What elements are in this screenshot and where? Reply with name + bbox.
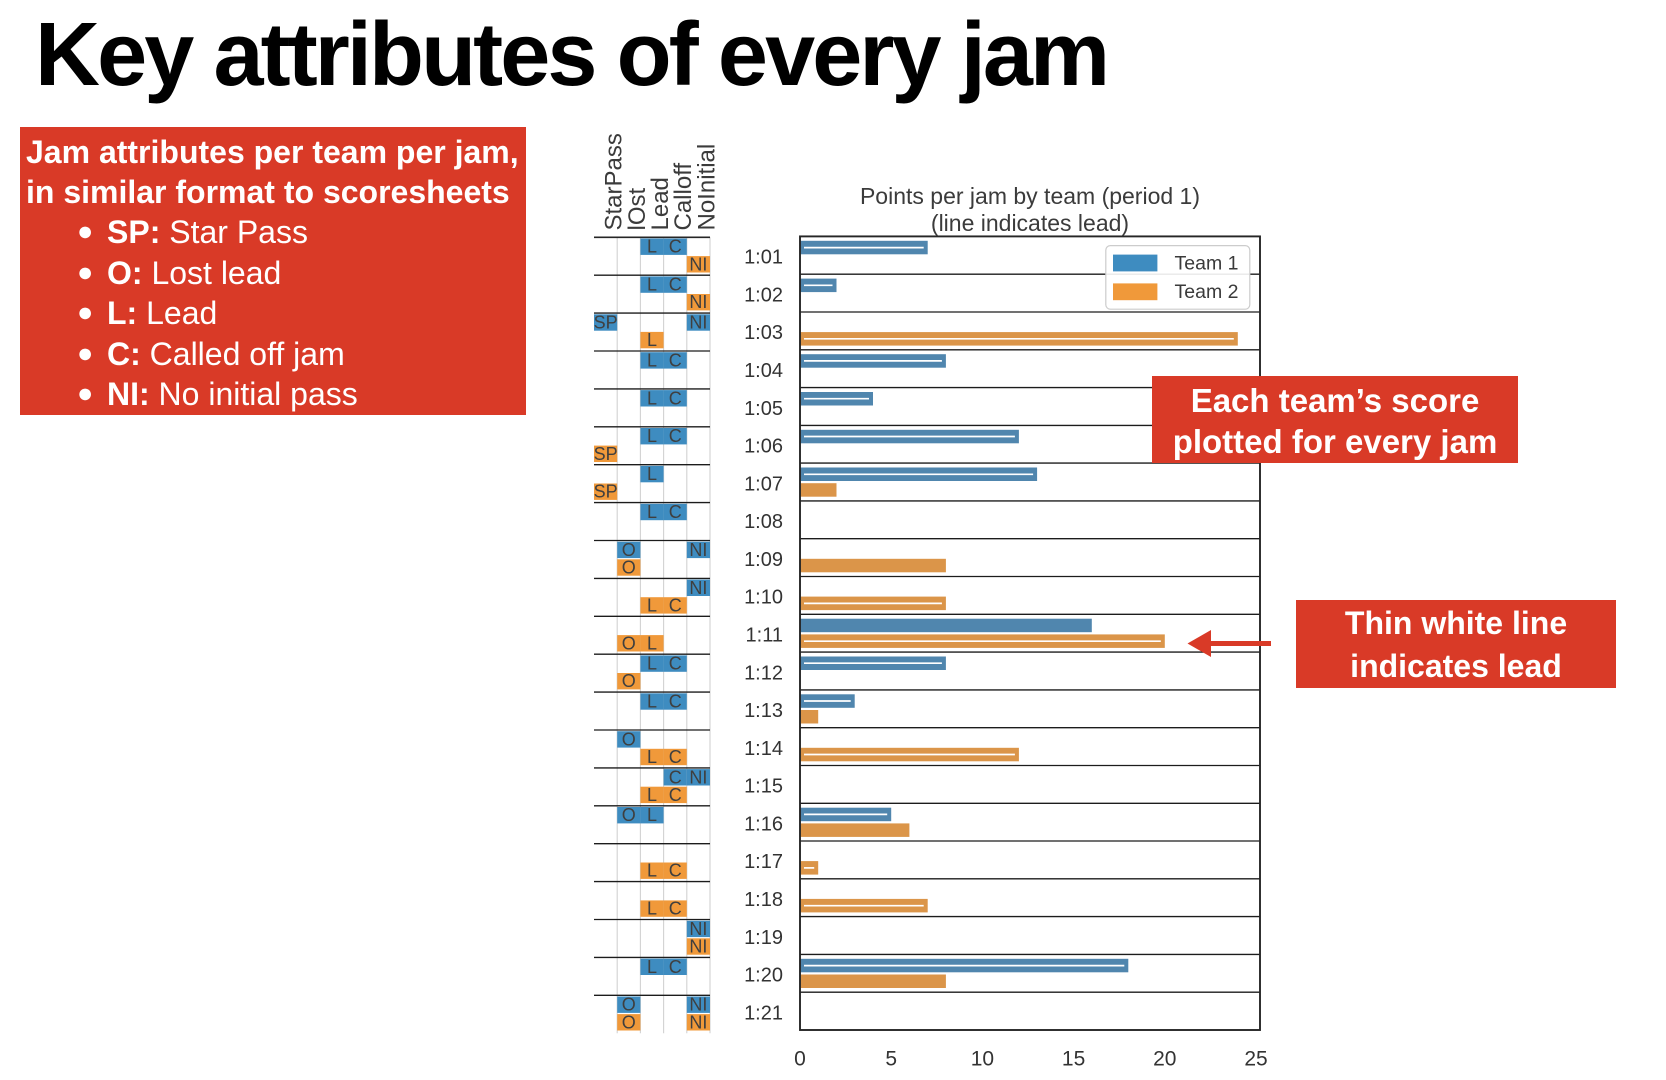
svg-text:(line indicates lead): (line indicates lead): [931, 210, 1129, 236]
svg-text:NI: NI: [689, 578, 707, 598]
svg-text:NI: NI: [689, 1012, 707, 1032]
svg-text:Points per jam by team (period: Points per jam by team (period 1): [860, 183, 1200, 209]
svg-text:NI: NI: [689, 540, 707, 560]
svg-text:L: L: [647, 747, 657, 767]
svg-text:L: L: [647, 785, 657, 805]
svg-text:1:07: 1:07: [744, 473, 783, 495]
svg-text:Lead: Lead: [647, 177, 674, 230]
svg-text:C: C: [669, 767, 682, 787]
svg-text:L: L: [647, 692, 657, 712]
svg-text:L: L: [647, 805, 657, 825]
svg-text:NI: NI: [689, 995, 707, 1015]
svg-text:L: L: [647, 502, 657, 522]
svg-text:O: O: [622, 1012, 636, 1032]
svg-text:Team 2: Team 2: [1175, 281, 1239, 303]
svg-text:O: O: [622, 558, 636, 578]
svg-text:L: L: [647, 426, 657, 446]
svg-text:1:06: 1:06: [744, 436, 783, 458]
svg-text:L: L: [647, 654, 657, 674]
svg-text:SP: SP: [594, 444, 618, 464]
svg-text:Team 1: Team 1: [1175, 252, 1239, 274]
svg-text:SP: SP: [594, 313, 618, 333]
svg-text:C: C: [669, 957, 682, 977]
svg-text:L: L: [647, 388, 657, 408]
svg-text:C: C: [669, 654, 682, 674]
svg-text:L: L: [647, 237, 657, 257]
svg-text:StarPass: StarPass: [601, 133, 628, 230]
svg-text:O: O: [622, 995, 636, 1015]
svg-text:O: O: [622, 633, 636, 653]
svg-text:L: L: [647, 957, 657, 977]
svg-text:NI: NI: [689, 292, 707, 312]
svg-text:C: C: [669, 692, 682, 712]
svg-text:L: L: [647, 861, 657, 881]
svg-text:C: C: [669, 350, 682, 370]
svg-text:1:13: 1:13: [744, 700, 783, 722]
svg-text:1:12: 1:12: [744, 662, 783, 684]
svg-text:10: 10: [971, 1048, 994, 1071]
svg-text:C: C: [669, 861, 682, 881]
svg-text:NI: NI: [689, 767, 707, 787]
svg-text:O: O: [622, 540, 636, 560]
svg-text:C: C: [669, 595, 682, 615]
svg-text:O: O: [622, 805, 636, 825]
svg-text:L: L: [647, 275, 657, 295]
svg-text:0: 0: [794, 1048, 806, 1071]
svg-text:1:17: 1:17: [744, 851, 783, 873]
svg-text:O: O: [622, 729, 636, 749]
svg-text:1:01: 1:01: [744, 247, 783, 269]
svg-text:1:14: 1:14: [744, 738, 783, 760]
svg-text:1:02: 1:02: [744, 284, 783, 306]
svg-text:5: 5: [885, 1048, 897, 1071]
svg-text:C: C: [669, 747, 682, 767]
svg-text:Calloff: Calloff: [670, 163, 697, 231]
svg-text:1:10: 1:10: [744, 587, 783, 609]
svg-text:1:04: 1:04: [744, 360, 783, 382]
svg-text:NI: NI: [689, 937, 707, 957]
svg-text:L: L: [647, 633, 657, 653]
svg-text:1:15: 1:15: [744, 776, 783, 798]
svg-text:C: C: [669, 785, 682, 805]
svg-text:L: L: [647, 330, 657, 350]
svg-text:SP: SP: [594, 482, 618, 502]
svg-text:L: L: [647, 899, 657, 919]
svg-text:lOst: lOst: [624, 188, 651, 231]
svg-text:1:18: 1:18: [744, 889, 783, 911]
svg-text:1:08: 1:08: [744, 511, 783, 533]
svg-text:L: L: [647, 350, 657, 370]
svg-text:1:03: 1:03: [744, 322, 783, 344]
svg-text:C: C: [669, 275, 682, 295]
svg-text:C: C: [669, 388, 682, 408]
svg-text:1:19: 1:19: [744, 927, 783, 949]
svg-text:L: L: [647, 464, 657, 484]
svg-text:NI: NI: [689, 919, 707, 939]
svg-text:15: 15: [1062, 1048, 1085, 1071]
svg-text:NI: NI: [689, 254, 707, 274]
svg-text:1:20: 1:20: [744, 965, 783, 987]
svg-text:25: 25: [1244, 1048, 1267, 1071]
svg-text:O: O: [622, 671, 636, 691]
svg-text:1:21: 1:21: [744, 1002, 783, 1024]
svg-text:NI: NI: [689, 313, 707, 333]
svg-text:20: 20: [1153, 1048, 1176, 1071]
svg-text:1:11: 1:11: [746, 625, 783, 647]
svg-text:1:16: 1:16: [744, 814, 783, 836]
svg-text:1:09: 1:09: [744, 549, 783, 571]
svg-text:NoInitial: NoInitial: [693, 144, 720, 231]
svg-text:C: C: [669, 426, 682, 446]
svg-text:L: L: [647, 595, 657, 615]
svg-text:1:05: 1:05: [744, 398, 783, 420]
svg-text:C: C: [669, 502, 682, 522]
svg-text:C: C: [669, 899, 682, 919]
svg-text:C: C: [669, 237, 682, 257]
